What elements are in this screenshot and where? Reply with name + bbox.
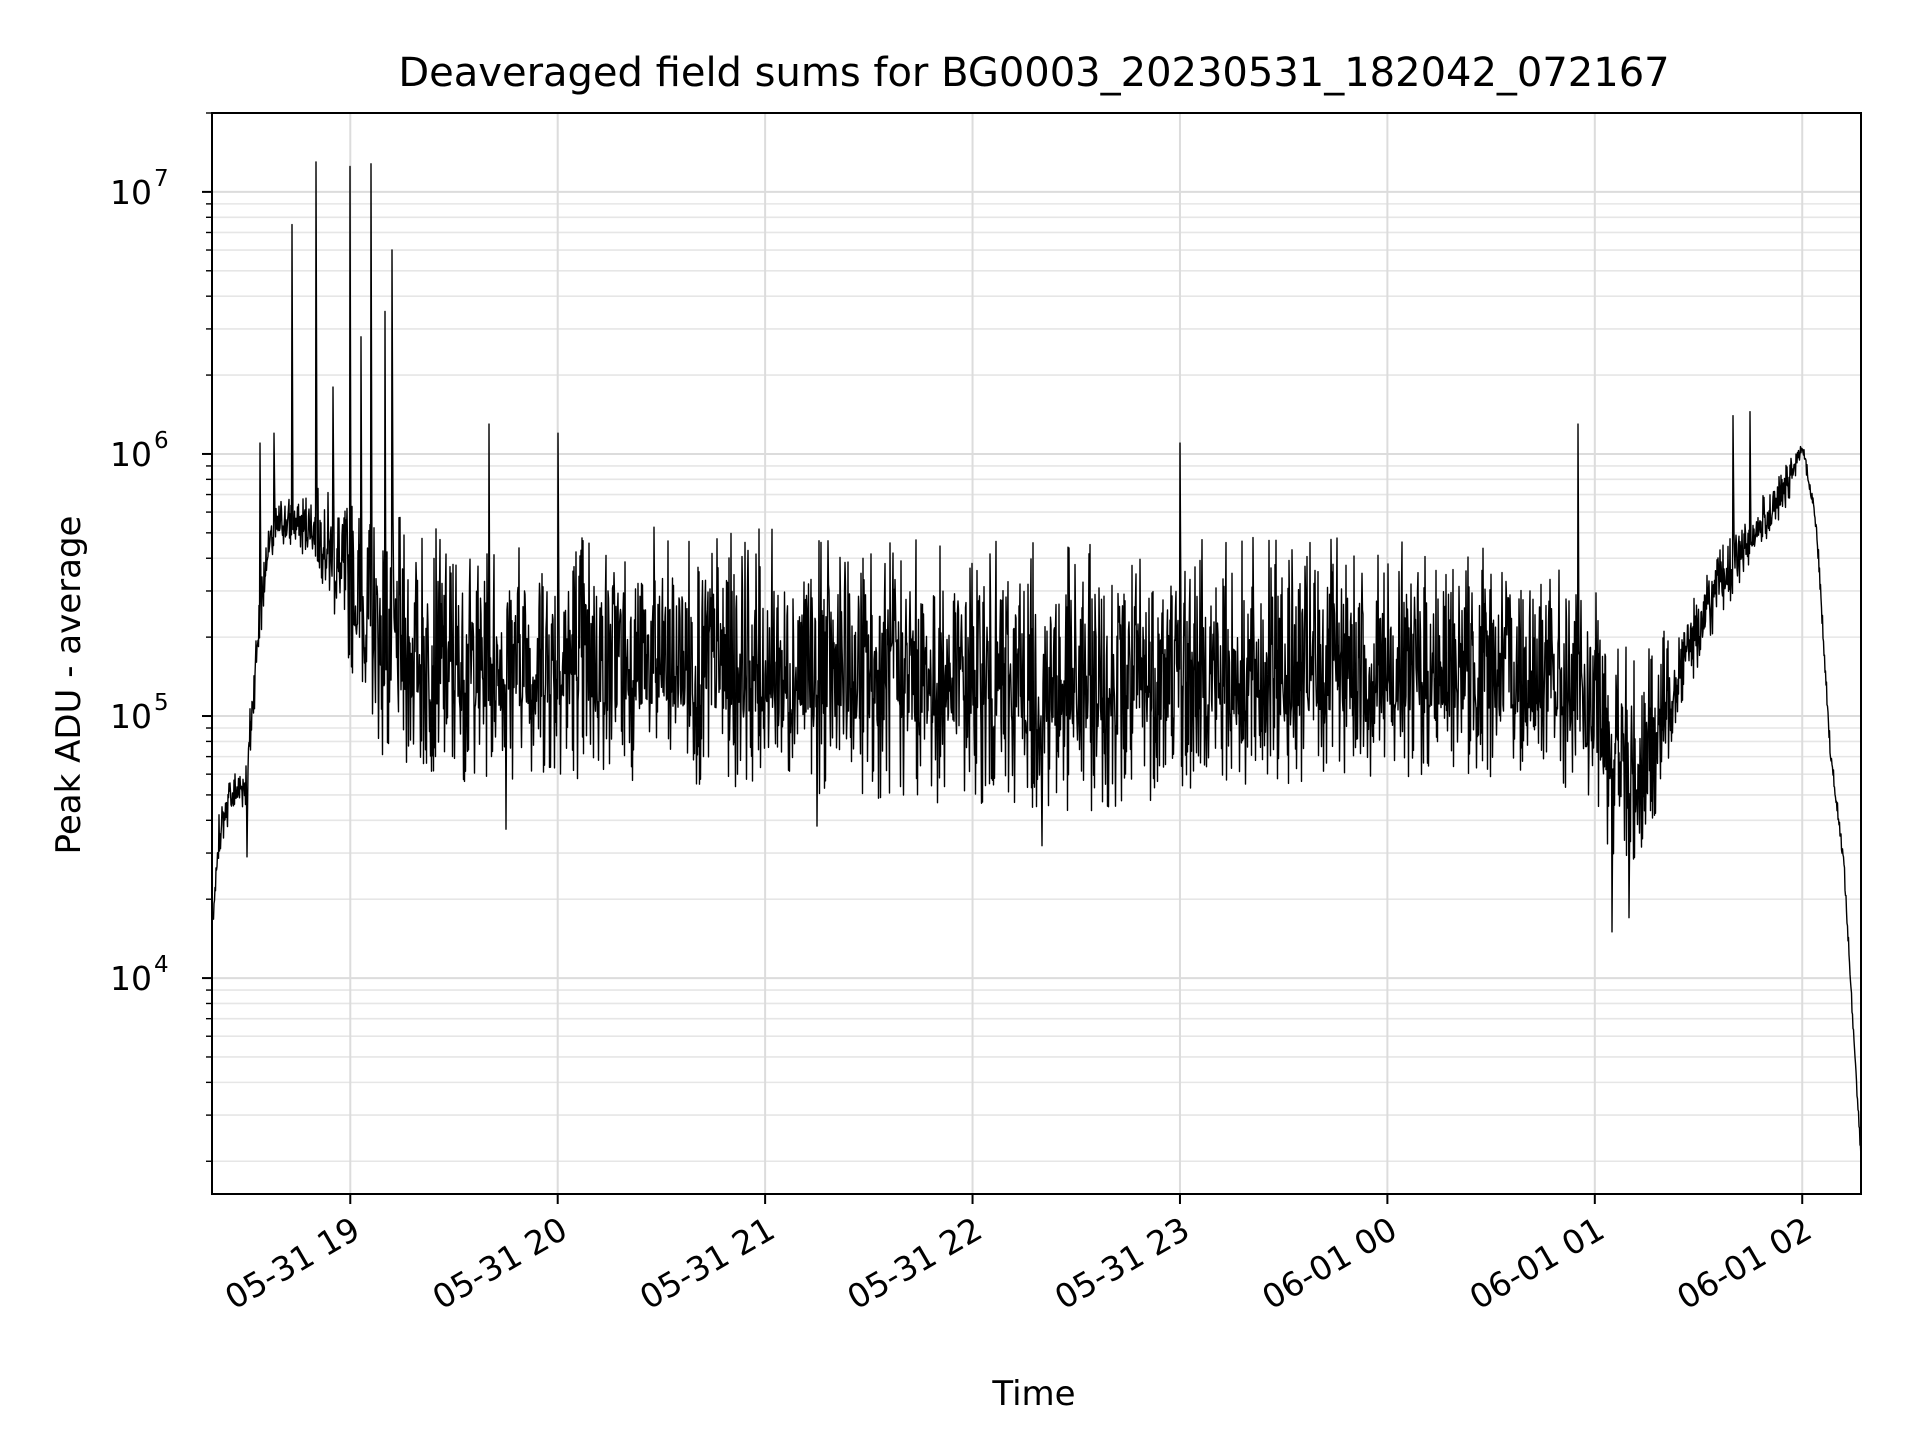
y-tick-label: 10 — [110, 435, 152, 474]
y-tick-exponent: 7 — [154, 166, 169, 192]
y-tick-label: 10 — [110, 959, 152, 998]
x-axis-label: Time — [991, 1374, 1075, 1414]
series-line — [212, 161, 1862, 1162]
data-series-path — [212, 161, 1862, 1162]
y-tick-label: 10 — [110, 697, 152, 736]
grid — [212, 112, 1861, 1194]
chart-title: Deaveraged field sums for BG0003_2023053… — [398, 50, 1669, 96]
plot-frame — [211, 112, 1862, 1195]
y-tick-exponent: 5 — [154, 690, 169, 716]
y-tick-label: 10 — [110, 173, 152, 212]
y-tick-exponent: 6 — [154, 428, 169, 454]
y-axis-label: Peak ADU - average — [49, 516, 89, 855]
y-tick-exponent: 4 — [154, 952, 169, 978]
